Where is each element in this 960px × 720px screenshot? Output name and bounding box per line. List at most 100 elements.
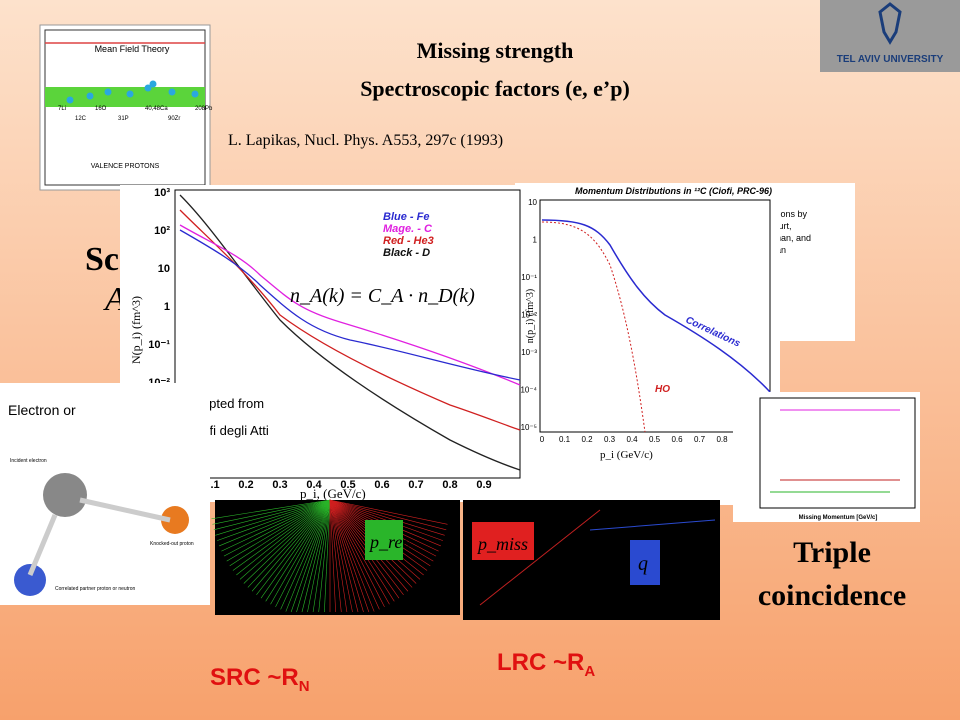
ray bbox=[301, 499, 331, 613]
triple: Triple bbox=[793, 536, 871, 569]
x-axis-label: p_i, (GeV/c) bbox=[300, 486, 366, 501]
x-tick-label: 0.5 bbox=[340, 479, 355, 491]
y-tick-label: 10² bbox=[154, 225, 170, 237]
event-label: p_rec bbox=[368, 532, 410, 552]
hidden-text: Sc bbox=[85, 241, 119, 278]
y-tick-label: 10⁻² bbox=[521, 311, 537, 320]
ray bbox=[324, 499, 331, 613]
small-plot bbox=[733, 392, 920, 522]
ray bbox=[329, 499, 336, 613]
small-plot-points bbox=[770, 409, 900, 493]
curves bbox=[179, 194, 521, 471]
x-tick-label: 0.6 bbox=[671, 435, 683, 444]
y-tick-label: 10³ bbox=[154, 187, 170, 199]
nucleus-label: 12C bbox=[75, 116, 87, 122]
x-tick-label: 0.8 bbox=[716, 435, 728, 444]
logo-icon bbox=[878, 2, 902, 45]
back-text: tions by bbox=[776, 209, 808, 219]
nucleus-label: 90Zr bbox=[168, 116, 180, 122]
back-text: furt, bbox=[776, 221, 792, 231]
y-tick-label: 1 bbox=[164, 301, 170, 313]
inset-title: Mean Field Theory bbox=[95, 44, 170, 54]
ray bbox=[329, 499, 364, 613]
x-axis-label: p_i (GeV/c) bbox=[600, 449, 653, 461]
x-tick-label: 0.1 bbox=[559, 435, 571, 444]
ray bbox=[221, 499, 331, 552]
ray bbox=[247, 499, 331, 588]
x-tick-label: 0.2 bbox=[581, 435, 593, 444]
formula: n_A(k) = C_A · n_D(k) bbox=[290, 285, 475, 307]
y-tick-label: 10⁻⁵ bbox=[521, 423, 537, 432]
ray bbox=[312, 499, 331, 613]
track bbox=[589, 519, 716, 531]
ray bbox=[329, 499, 359, 613]
y-tick-label: 10⁻³ bbox=[521, 348, 537, 357]
y-tick-label: 1 bbox=[533, 236, 538, 245]
y-axis-label: N(p_i) (fm^3) bbox=[129, 296, 143, 364]
ray bbox=[329, 499, 445, 536]
ray bbox=[307, 499, 331, 613]
src-text: SRC ~R bbox=[210, 664, 299, 691]
ray bbox=[260, 499, 331, 599]
y-tick-label: 10⁻¹ bbox=[521, 273, 537, 282]
label-box bbox=[630, 540, 660, 585]
right-title: Momentum Distributions in ¹²C (Ciofi, PR… bbox=[575, 186, 772, 196]
caption: Electron or bbox=[8, 402, 76, 418]
ray bbox=[256, 499, 331, 596]
ray bbox=[226, 499, 331, 562]
legend-entry: Black - D bbox=[383, 247, 430, 259]
ray bbox=[232, 499, 331, 571]
subtitle: Spectroscopic factors (e, e’p) bbox=[360, 76, 630, 101]
ray bbox=[216, 499, 331, 541]
x-tick-label: 0 bbox=[540, 435, 545, 444]
triple: coincidence bbox=[758, 579, 906, 612]
ray bbox=[280, 499, 331, 610]
ray bbox=[329, 499, 342, 613]
ray bbox=[329, 499, 380, 610]
src: SRC ~RN bbox=[210, 664, 310, 695]
ray bbox=[318, 499, 331, 613]
right-plot-frame bbox=[539, 199, 771, 433]
x-tick-label: 0.6 bbox=[374, 479, 389, 491]
back-text: an bbox=[776, 245, 786, 255]
y-tick-label: 10 bbox=[528, 198, 537, 207]
ray bbox=[329, 499, 353, 613]
legend-entry: Mage. - C bbox=[383, 223, 433, 235]
nucleus-label: 208Pb bbox=[195, 106, 213, 112]
x-tick-label: 0.2 bbox=[238, 479, 253, 491]
ray bbox=[285, 499, 331, 612]
title: Missing strength bbox=[417, 38, 574, 63]
x-tick-label: 0.8 bbox=[442, 479, 457, 491]
ray bbox=[270, 499, 331, 605]
ray bbox=[329, 499, 348, 613]
legend-entry: Blue - Fe bbox=[383, 211, 429, 223]
logo-text: TEL AVIV UNIVERSITY bbox=[837, 54, 944, 65]
x-tick-label: 0.9 bbox=[476, 479, 491, 491]
ray bbox=[296, 499, 331, 613]
inset-spectro bbox=[39, 24, 211, 191]
nucleus-label: 31P bbox=[118, 116, 129, 122]
ray bbox=[329, 499, 385, 608]
ray bbox=[329, 499, 448, 525]
ray bbox=[265, 499, 331, 602]
x-tick-label: 0.5 bbox=[649, 435, 661, 444]
x-tick-label: 0.7 bbox=[408, 479, 423, 491]
back-plot bbox=[770, 183, 855, 341]
ray bbox=[211, 499, 331, 520]
ray bbox=[215, 499, 331, 536]
electron-drawing bbox=[14, 473, 189, 596]
ray bbox=[236, 499, 331, 576]
ray bbox=[213, 499, 331, 531]
ray bbox=[223, 499, 331, 557]
y-tick-label: 10⁻⁴ bbox=[520, 386, 537, 395]
ray bbox=[229, 499, 331, 567]
nucleus-label: 40,48Ca bbox=[145, 106, 168, 112]
ray bbox=[219, 499, 331, 547]
main-plot-frame bbox=[174, 189, 521, 479]
label: Knocked-out proton bbox=[150, 541, 194, 547]
ray bbox=[329, 499, 447, 531]
small-plot-frame bbox=[759, 397, 916, 509]
ray bbox=[329, 499, 370, 613]
ray bbox=[329, 499, 395, 602]
